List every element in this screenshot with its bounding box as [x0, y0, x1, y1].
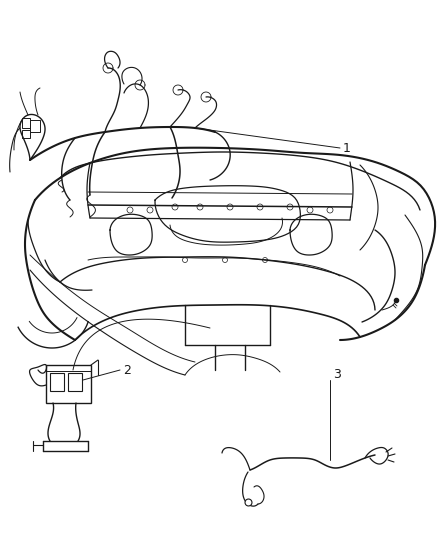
- Bar: [22, 130, 30, 138]
- Bar: [68, 373, 82, 391]
- Bar: [50, 373, 64, 391]
- Bar: [46, 365, 91, 403]
- Bar: [30, 120, 40, 132]
- Text: 1: 1: [342, 141, 350, 155]
- Text: 2: 2: [123, 364, 131, 376]
- Text: 3: 3: [332, 368, 340, 382]
- Bar: [22, 118, 30, 128]
